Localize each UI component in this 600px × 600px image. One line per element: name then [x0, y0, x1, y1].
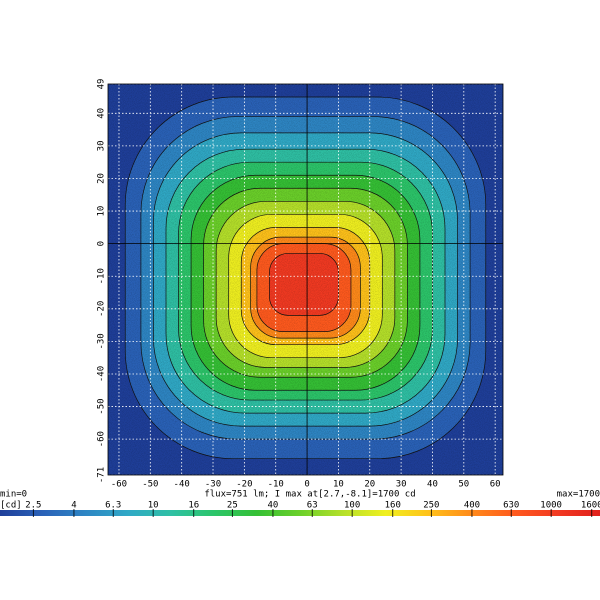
colorbar-tick-label: 630 — [503, 501, 519, 511]
x-tick-label: -10 — [268, 480, 284, 490]
colorbar-tick-label: 160 — [385, 501, 401, 511]
y-tick-label: 40 — [97, 108, 107, 119]
y-tick-label: -30 — [97, 333, 107, 349]
y-tick-label: -10 — [97, 268, 107, 284]
colorbar-tick-label: 400 — [464, 501, 480, 511]
y-tick-label: 30 — [97, 140, 107, 151]
x-tick-label: 50 — [458, 480, 469, 490]
x-tick-label: 0 — [304, 480, 309, 490]
colorbar-tick-label: 25 — [227, 501, 238, 511]
y-tick-label: 49 — [97, 79, 107, 90]
colorbar-tick-label: 16 — [188, 501, 199, 511]
x-tick-label: 60 — [490, 480, 501, 490]
plot-area — [108, 84, 503, 475]
colorbar-tick-label: 1600 — [581, 501, 600, 511]
colorbar-tick-label: 2.5 — [25, 501, 41, 511]
y-tick-label: -20 — [97, 301, 107, 317]
y-tick-label: 0 — [97, 241, 107, 246]
x-tick-label: -40 — [174, 480, 190, 490]
colorbar-tick-label: 6.3 — [105, 501, 121, 511]
colorbar-tick-label: 100 — [344, 501, 360, 511]
plot-frame — [107, 83, 504, 476]
colorbar-tick-label: 1000 — [540, 501, 562, 511]
min-label: min=0 — [0, 490, 27, 500]
x-tick-label: -60 — [111, 480, 127, 490]
x-tick-label: 30 — [396, 480, 407, 490]
colorbar-tick-label: 4 — [71, 501, 76, 511]
x-tick-label: -30 — [205, 480, 221, 490]
x-tick-label: 40 — [427, 480, 438, 490]
speckle — [108, 84, 503, 475]
max-label: max=1700 — [557, 490, 600, 500]
x-tick-label: 20 — [364, 480, 375, 490]
y-tick-label: 20 — [97, 173, 107, 184]
y-tick-label: -40 — [97, 366, 107, 382]
y-tick-label: -50 — [97, 398, 107, 414]
x-tick-label: 10 — [333, 480, 344, 490]
colorbar-tick-label: 63 — [307, 501, 318, 511]
y-tick-label: -60 — [97, 431, 107, 447]
colorbar-tick-label: 10 — [148, 501, 159, 511]
x-tick-label: -20 — [236, 480, 252, 490]
y-tick-label: 10 — [97, 206, 107, 217]
y-tick-label: -71 — [97, 467, 107, 483]
summary: flux=751 lm; I max at[2.7,-8.1]=1700 cd — [204, 490, 415, 500]
colorbar-unit: [cd] — [0, 501, 22, 511]
x-tick-label: -50 — [142, 480, 158, 490]
colorbar-tick-label: 40 — [268, 501, 279, 511]
colorbar — [0, 510, 600, 516]
colorbar-tick-label: 250 — [423, 501, 439, 511]
